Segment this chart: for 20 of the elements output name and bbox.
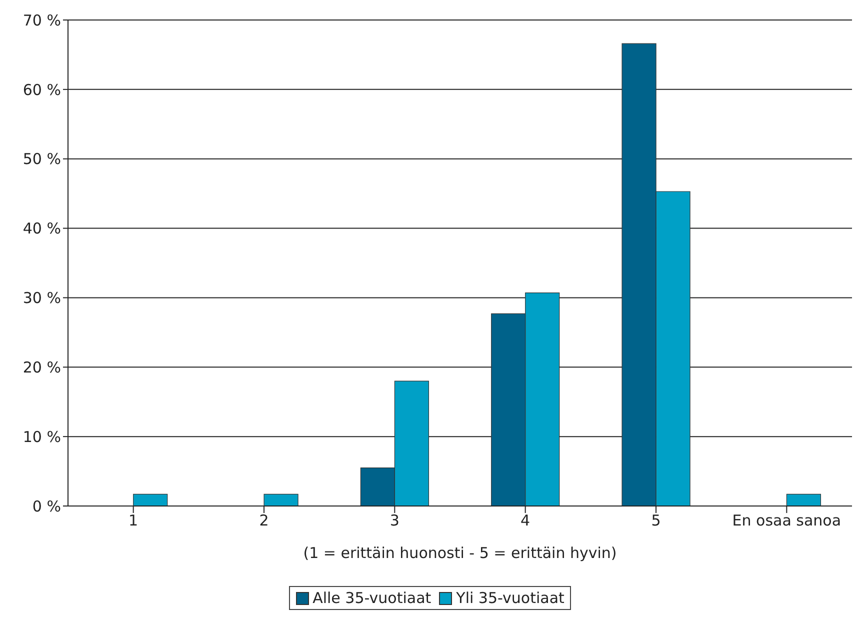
legend-label: Alle 35-vuotiaat [312, 589, 432, 607]
y-tick-label: 40 % [22, 220, 61, 238]
y-tick-label: 60 % [22, 80, 61, 99]
bar [133, 494, 168, 506]
x-tick-label: 2 [259, 512, 269, 530]
y-tick-label: 10 % [22, 428, 61, 446]
bar [264, 494, 298, 506]
x-tick-label: 1 [128, 512, 138, 530]
x-axis-title: (1 = erittäin huonosti - 5 = erittäin hyvin) [303, 544, 617, 562]
x-tick-label: En osaa sanoa [732, 512, 842, 530]
y-tick-label: 50 % [22, 150, 61, 168]
bar [786, 494, 821, 506]
y-tick-label: 70 % [22, 11, 61, 30]
legend-label: Yli 35-vuotiaat [455, 589, 564, 607]
y-tick-label: 30 % [22, 289, 61, 308]
y-tick-label: 0 % [32, 497, 61, 516]
x-tick-label: 3 [390, 512, 400, 530]
x-tick-label: 4 [520, 512, 530, 530]
x-tick-label: 5 [651, 512, 661, 530]
y-tick-label: 20 % [22, 358, 61, 376]
